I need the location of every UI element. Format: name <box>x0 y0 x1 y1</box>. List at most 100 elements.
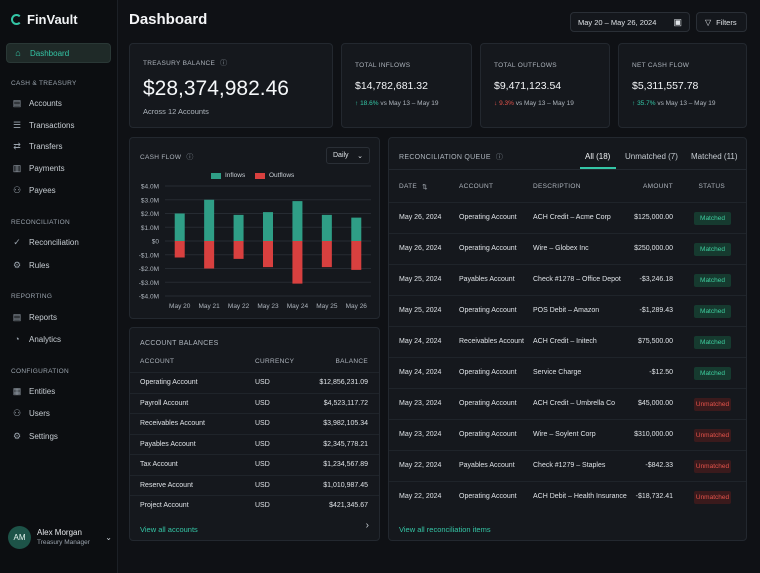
table-row[interactable]: Reserve Account USD $1,010,987.45 <box>130 475 379 495</box>
cell-amount: -$1,289.43 <box>639 307 673 314</box>
chevron-down-icon: ⌄ <box>105 532 112 542</box>
bar-outflow[interactable] <box>321 241 332 268</box>
sidebar-item-accounts[interactable]: ▤ Accounts <box>6 93 111 113</box>
bar-inflow[interactable] <box>351 217 362 241</box>
cell-account: Operating Account <box>140 379 198 386</box>
table-row[interactable]: Operating Account USD $12,856,231.09 <box>130 372 379 392</box>
cell-account: Payables Account <box>459 276 515 283</box>
info-icon[interactable]: ⓘ <box>220 60 228 67</box>
tab-all[interactable]: All (18) <box>585 152 611 161</box>
logo[interactable]: FinVault <box>11 12 78 27</box>
view-all-reconciliation-link[interactable]: View all reconciliation items <box>399 525 491 534</box>
cell-description: ACH Credit – Initech <box>533 338 597 345</box>
kpi-label: TOTAL OUTFLOWS <box>494 62 557 69</box>
cell-currency: USD <box>255 441 270 448</box>
column-header-date[interactable]: DATE ⇅ <box>399 183 428 191</box>
table-row[interactable]: Payroll Account USD $4,523,117.72 <box>130 393 379 413</box>
treasury-balance-card: TREASURY BALANCE ⓘ $28,374,982.46 Across… <box>129 43 333 128</box>
table-row[interactable]: Receivables Account USD $3,982,105.34 <box>130 413 379 433</box>
app-name: FinVault <box>27 12 78 27</box>
table-row[interactable]: May 22, 2024 Payables Account Check #1279 … <box>389 450 746 481</box>
cell-description: ACH Debit – Health Insurance <box>533 493 627 500</box>
sidebar-item-entities[interactable]: ▦ Entities <box>6 381 111 401</box>
sidebar-item-reports[interactable]: ▤ Reports <box>6 307 111 327</box>
cell-amount: $45,000.00 <box>637 400 673 407</box>
kpi-value: $5,311,557.78 <box>632 80 699 92</box>
bar-outflow[interactable] <box>233 241 244 259</box>
sidebar-item-analytics[interactable]: ◔ Analytics <box>6 329 111 349</box>
sidebar-item-transfers[interactable]: ⇄ Transfers <box>6 136 111 156</box>
cell-date: May 26, 2024 <box>399 214 442 221</box>
table-row[interactable]: May 26, 2024 Operating Account Wire – Glob… <box>389 233 746 264</box>
cash-flow-chart: $4.0M $3.0M $2.0M $1.0M $0 -$1.0M -$2.0M -$3.0M… <box>139 184 371 310</box>
sidebar: FinVault ⌂ Dashboard CASH & TREASURY ▤ A… <box>0 0 118 573</box>
tab-unmatched[interactable]: Unmatched (7) <box>625 152 678 161</box>
bar-inflow[interactable] <box>292 201 303 241</box>
user-role: Treasury Manager <box>37 539 90 546</box>
chevron-right-icon[interactable]: › <box>365 520 369 531</box>
sidebar-item-users[interactable]: ⚇ Users <box>6 403 111 423</box>
column-header-description: DESCRIPTION <box>533 183 581 190</box>
logo-icon <box>11 14 22 25</box>
info-icon[interactable]: ⓘ <box>186 154 194 161</box>
sidebar-item-settings[interactable]: ⚙ Settings <box>6 426 111 446</box>
bar-outflow[interactable] <box>204 241 215 269</box>
bar-outflow[interactable] <box>263 241 273 268</box>
sidebar-item-dashboard[interactable]: ⌂ Dashboard <box>6 43 111 63</box>
legend-outflows: Outflows <box>255 172 294 179</box>
bar-outflow[interactable] <box>351 241 362 270</box>
calendar-icon: ▣ <box>673 16 682 27</box>
bar-inflow[interactable] <box>263 212 273 241</box>
table-row[interactable]: May 24, 2024 Receivables Account ACH Credi… <box>389 326 746 357</box>
sidebar-item-payees[interactable]: ⚇ Payees <box>6 180 111 200</box>
kpi-change: 9.3% <box>499 100 514 107</box>
table-row[interactable]: May 26, 2024 Operating Account ACH Credit … <box>389 202 746 233</box>
y-tick-label: -$3.0M <box>139 280 159 287</box>
table-row[interactable]: May 23, 2024 Operating Account Wire – Soyl… <box>389 419 746 450</box>
table-row[interactable]: Payables Account USD $2,345,778.21 <box>130 434 379 454</box>
cell-balance: $12,856,231.09 <box>319 379 368 386</box>
table-row[interactable]: Tax Account USD $1,234,567.89 <box>130 454 379 474</box>
info-icon[interactable]: ⓘ <box>495 154 503 161</box>
cell-date: May 22, 2024 <box>399 462 442 469</box>
x-tick-label: May 22 <box>228 303 250 310</box>
date-range-picker[interactable]: May 20 – May 26, 2024 ▣ <box>570 12 690 32</box>
sidebar-item-payments[interactable]: ▥ Payments <box>6 158 111 178</box>
bar-inflow[interactable] <box>233 214 244 241</box>
bar-inflow[interactable] <box>204 199 215 241</box>
sidebar-item-reconciliation[interactable]: ✓ Reconciliation <box>6 232 111 252</box>
table-row[interactable]: May 25, 2024 Operating Account POS Debit –… <box>389 295 746 326</box>
filters-button[interactable]: ▽ Filters <box>696 12 747 32</box>
cell-amount: -$3,246.18 <box>639 276 673 283</box>
sidebar-item-transactions[interactable]: ☰ Transactions <box>6 115 111 135</box>
tab-matched[interactable]: Matched (11) <box>691 152 738 161</box>
user-menu[interactable]: AM Alex Morgan Treasury Manager ⌄ <box>8 523 112 551</box>
table-row[interactable]: May 24, 2024 Operating Account Service Cha… <box>389 357 746 388</box>
cell-account: Tax Account <box>140 461 178 468</box>
settings-icon: ⚙ <box>12 430 22 441</box>
bar-outflow[interactable] <box>292 241 303 284</box>
table-row[interactable]: May 25, 2024 Payables Account Check #1278 … <box>389 264 746 295</box>
cell-description: POS Debit – Amazon <box>533 307 600 314</box>
column-header-currency: CURRENCY <box>255 358 295 365</box>
cell-balance: $421,345.67 <box>329 502 368 509</box>
bar-inflow[interactable] <box>174 213 185 242</box>
status-badge: Matched <box>694 274 731 287</box>
table-row[interactable]: May 23, 2024 Operating Account ACH Credit … <box>389 388 746 419</box>
cell-account: Operating Account <box>459 245 517 252</box>
cell-account: Receivables Account <box>140 420 205 427</box>
cell-amount: -$842.33 <box>645 462 673 469</box>
table-row[interactable]: Project Account USD $421,345.67 <box>130 495 379 515</box>
table-row[interactable]: May 22, 2024 Operating Account ACH Debit –… <box>389 481 746 512</box>
status-badge: Matched <box>694 336 731 349</box>
period-select[interactable]: Daily ⌄ <box>326 147 370 164</box>
x-tick-label: May 23 <box>257 303 279 310</box>
bar-outflow[interactable] <box>174 241 185 258</box>
bar-inflow[interactable] <box>321 214 332 241</box>
kpi-period: vs May 13 – May 19 <box>515 100 574 107</box>
x-tick-label: May 21 <box>198 303 220 310</box>
view-all-accounts-link[interactable]: View all accounts <box>140 525 198 534</box>
page-title: Dashboard <box>129 11 208 28</box>
sidebar-item-rules[interactable]: ⚙ Rules <box>6 255 111 275</box>
cell-account: Payroll Account <box>140 400 189 407</box>
